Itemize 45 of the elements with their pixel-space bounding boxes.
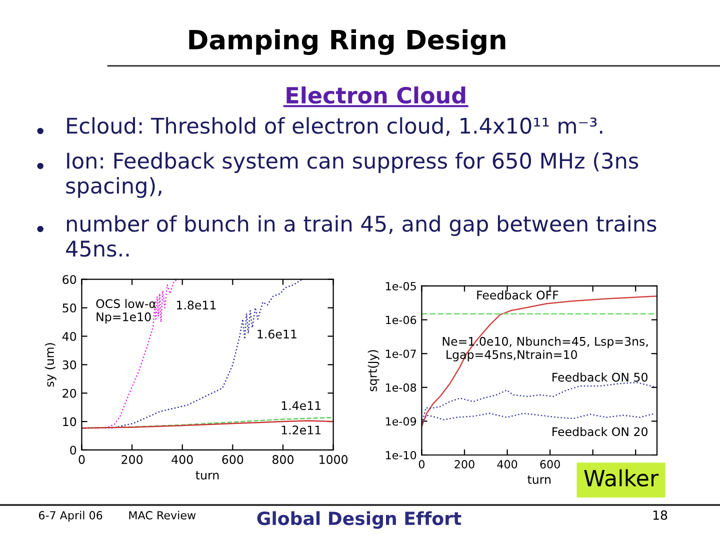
annotation: OCS low-α Np=1e10 [96,298,156,324]
series-label: 1.6e11 [258,330,296,339]
y-tick-label: 40 [62,332,76,341]
series-label: Feedback OFF [477,290,558,300]
y-tick-label: 1e-08 [386,383,416,392]
series-label: 1.4e11 [282,401,321,410]
y-tick-label: 10 [63,417,76,426]
y-tick-label: 1e-09 [386,417,416,426]
text: Walker [584,469,659,487]
text: Electron Cloud [286,86,466,104]
y-tick-label: 50 [62,304,76,312]
x-tick-label: 800 [272,455,294,464]
x-tick-label: 600 [540,460,560,468]
series-label: 1.8e11 [176,300,216,310]
text: 6-7 April 06 [38,510,102,522]
text: Global Design Effort [257,511,462,529]
text: Ecloud: Threshold of electron cloud, 1.4x10¹¹ m⁻³. [67,117,602,136]
x-tick-label: 200 [122,455,143,464]
text: Damping Ring Design [189,29,506,55]
series-label: Feedback ON 20 [552,426,648,436]
x-tick-label: 0 [78,455,85,464]
x-tick-label: 1000 [320,455,348,464]
series-label: Feedback ON 50 [552,372,648,382]
text: 18 [653,510,668,520]
text: Ion: Feedback system can suppress for 650 MHz (3ns spacing), [66,152,638,198]
x-tick-label: 0 [418,460,424,468]
x-tick-label: 600 [222,455,244,464]
y-tick-label: 1e-06 [386,316,416,324]
y-tick-label: 1e-07 [386,350,416,358]
x-axis-title: turn [528,475,550,484]
text: number of bunch in a train 45, and gap between trains 45ns.. [66,215,656,257]
x-axis-title: turn [196,471,219,480]
series-label: 1.2e11 [282,426,321,434]
y-axis-title: sqrt(Jy) [368,350,380,392]
y-axis-title: sy (um) [44,343,56,387]
x-tick-label: 400 [497,460,518,468]
x-tick-label: 200 [454,460,474,468]
y-tick-label: 1e-05 [386,282,416,290]
x-tick-label: 400 [172,455,193,464]
y-tick-label: 60 [62,275,76,284]
y-tick-label: 1e-10 [386,450,416,460]
y-tick-label: 0 [70,446,76,455]
y-tick-label: 20 [62,388,76,398]
y-tick-label: 30 [62,360,76,370]
text: MAC Review [129,510,196,520]
